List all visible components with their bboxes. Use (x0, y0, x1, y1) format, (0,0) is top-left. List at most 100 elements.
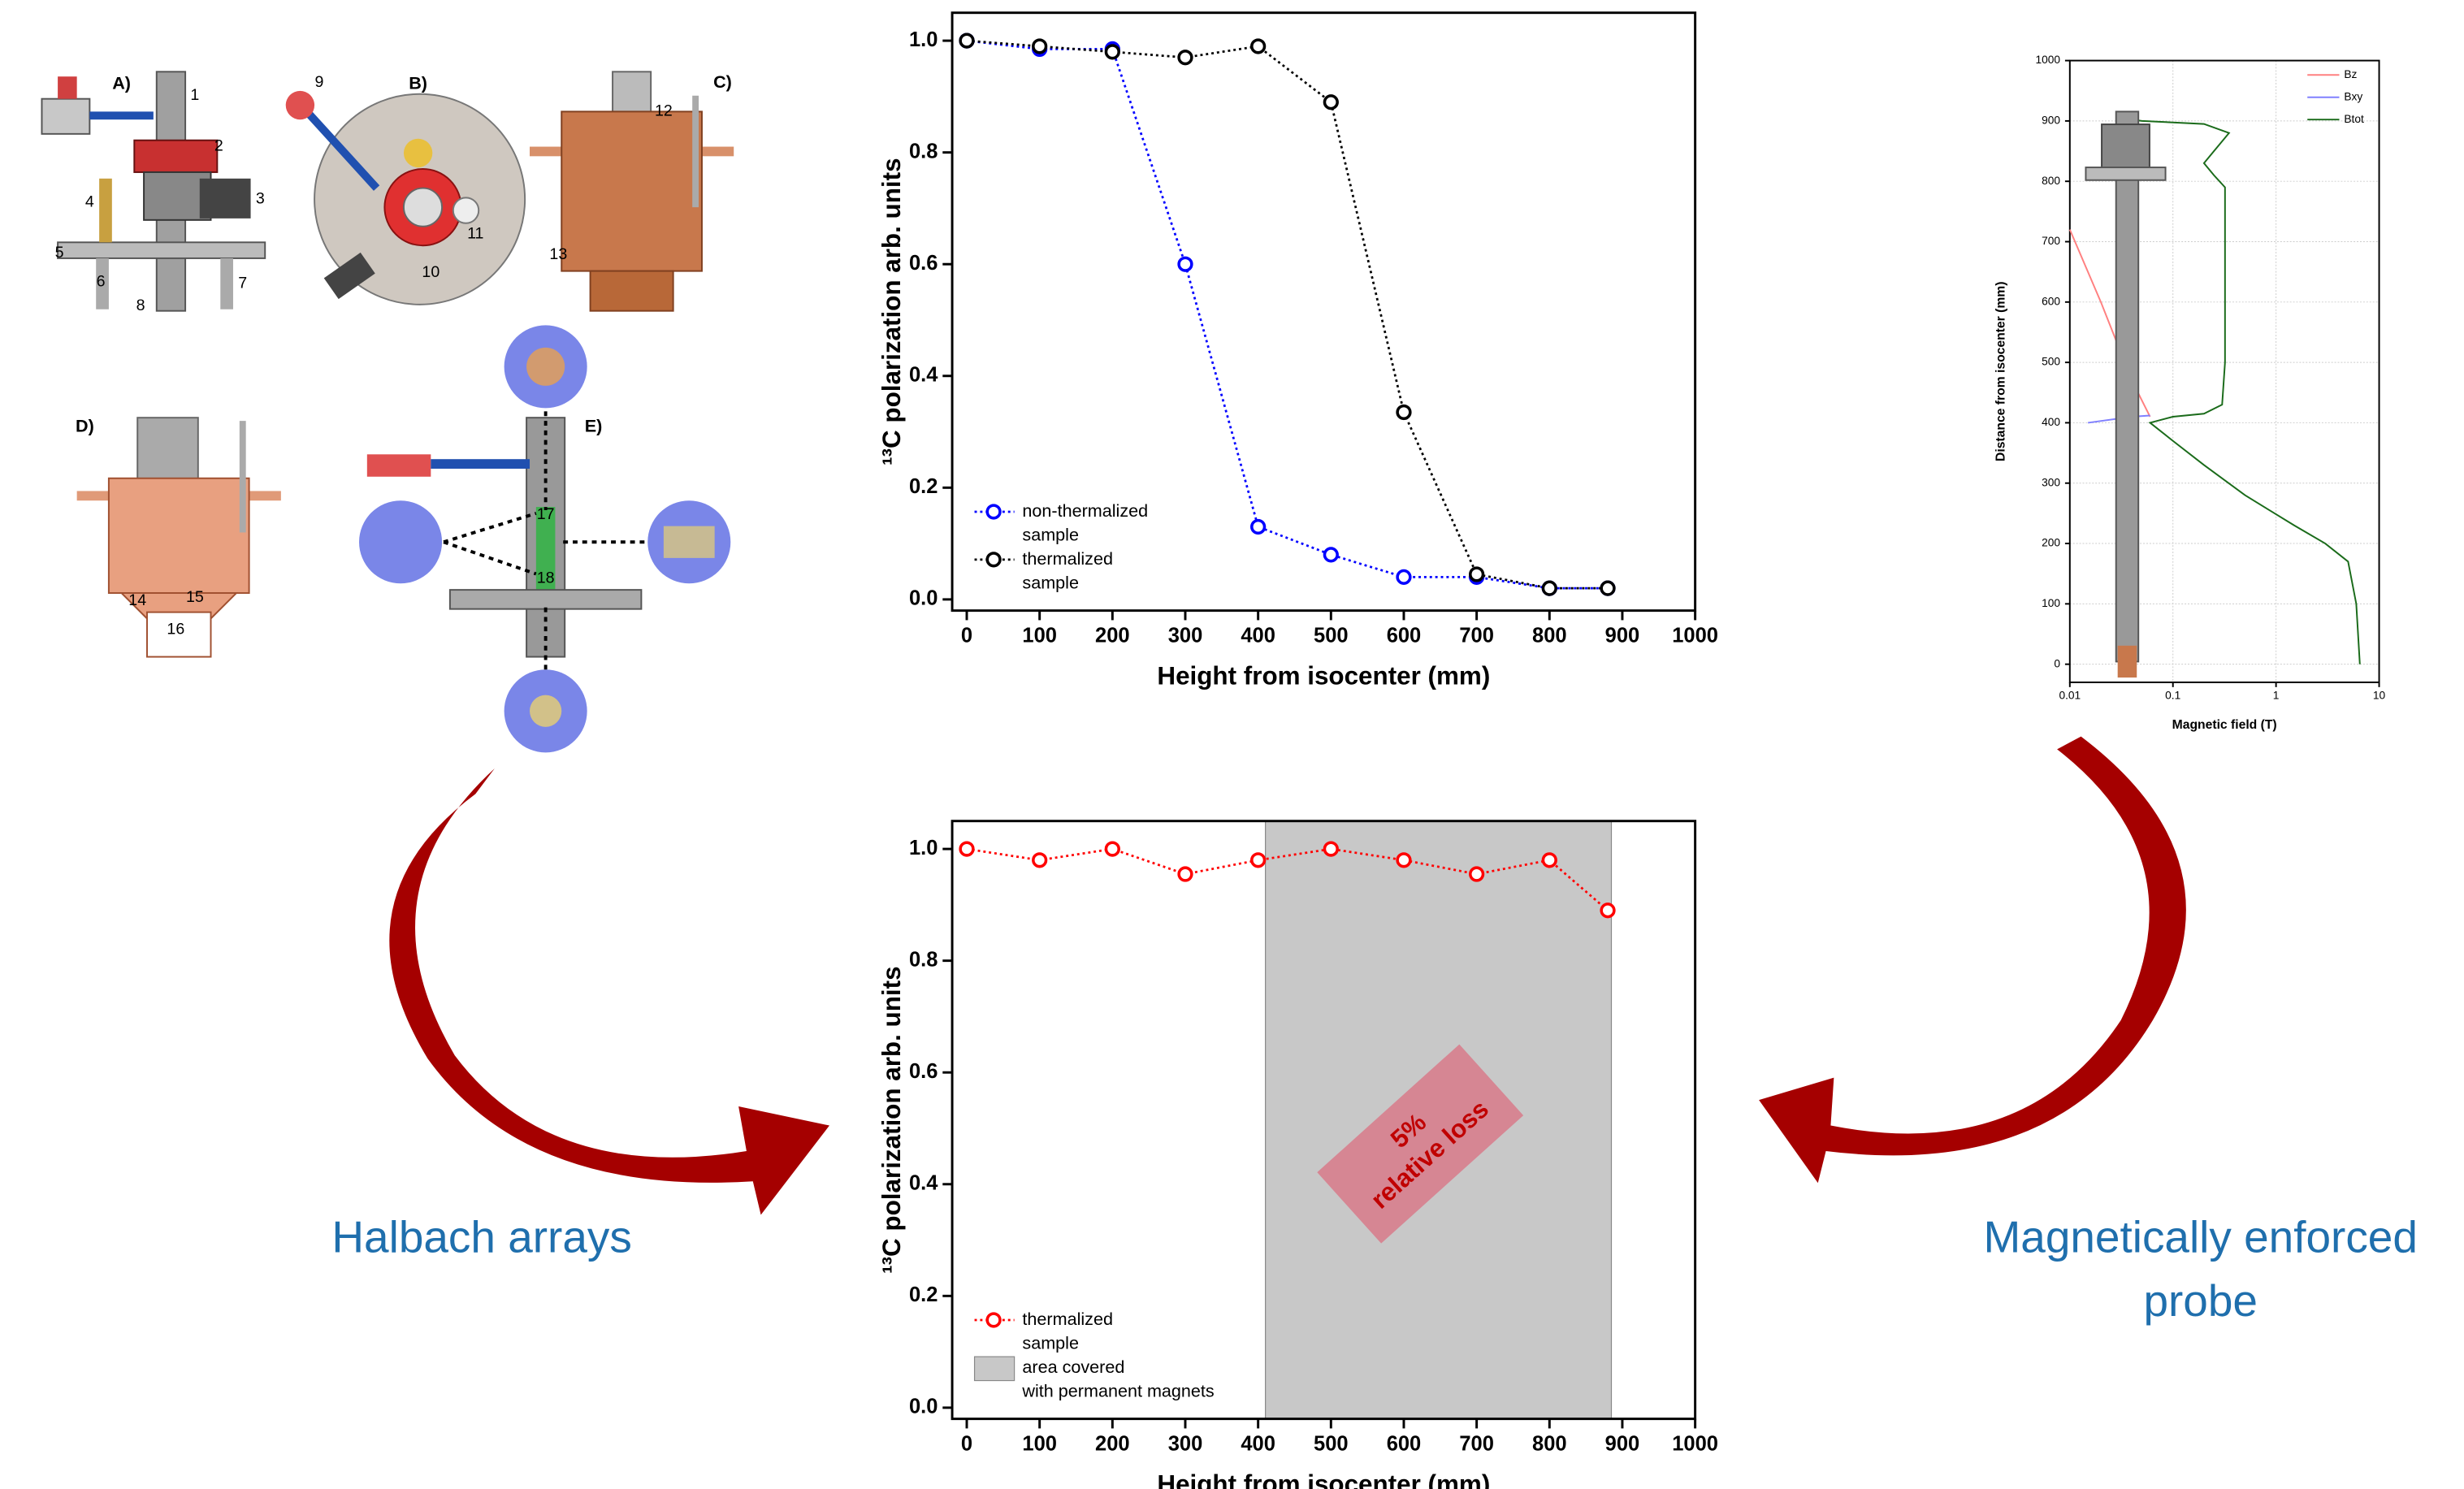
data-point (1543, 854, 1556, 867)
part-number: 4 (85, 193, 94, 210)
x-tick-label: 0.01 (2059, 689, 2081, 701)
legend-swatch (975, 1357, 1015, 1380)
part-number: 9 (315, 73, 324, 91)
panel-label: B) (409, 73, 427, 93)
y-tick-label: 0.6 (909, 1060, 938, 1083)
x-tick-label: 700 (1459, 625, 1494, 647)
y-tick-label: 0.2 (909, 475, 938, 498)
y-tick-label: 0.6 (909, 252, 938, 275)
x-tick-label: 0 (961, 625, 972, 647)
x-tick-label: 100 (1022, 625, 1057, 647)
panel-label: D) (76, 416, 94, 436)
y-tick-label: 600 (2042, 295, 2060, 307)
y-tick-label: 100 (2042, 597, 2060, 609)
x-tick-label: 400 (1241, 1433, 1275, 1456)
x-tick-label: 900 (1605, 625, 1640, 647)
part-number: 16 (167, 620, 184, 638)
data-point (1397, 854, 1410, 867)
y-tick-label: 0.4 (909, 364, 938, 387)
x-tick-label: 200 (1095, 625, 1130, 647)
part-number: 17 (537, 505, 555, 523)
x-axis-label: Height from isocenter (mm) (1157, 661, 1490, 690)
data-point (960, 842, 973, 855)
data-point (1601, 904, 1614, 917)
y-tick-label: 900 (2042, 115, 2060, 127)
part-number: 11 (467, 225, 483, 243)
y-tick-label: 0.4 (909, 1172, 938, 1195)
y-tick-label: 1.0 (909, 28, 938, 51)
y-tick-label: 400 (2042, 416, 2060, 428)
caption-left: Halbach arrays (331, 1211, 631, 1262)
data-point (1179, 51, 1192, 64)
y-tick-label: 800 (2042, 175, 2060, 187)
legend-marker (987, 1314, 1000, 1327)
x-tick-label: 500 (1314, 1433, 1349, 1456)
x-tick-label: 10 (2373, 689, 2386, 701)
legend-marker (987, 505, 1000, 518)
x-tick-label: 1000 (1672, 625, 1718, 647)
y-tick-label: 0.0 (909, 1396, 938, 1418)
x-tick-label: 500 (1314, 625, 1349, 647)
x-axis-label: Height from isocenter (mm) (1157, 1470, 1490, 1489)
data-point (1106, 45, 1119, 58)
part-number: 18 (537, 569, 555, 587)
x-tick-label: 1 (2273, 689, 2280, 701)
data-point (960, 34, 973, 47)
panel-label: A) (112, 73, 131, 93)
x-tick-label: 900 (1605, 1433, 1640, 1456)
part-number: 1 (190, 86, 199, 104)
part-number: 6 (97, 273, 106, 291)
part-number: 14 (128, 591, 146, 609)
diagram-c (530, 71, 734, 310)
data-point (1324, 548, 1337, 561)
part-number: 3 (256, 190, 265, 208)
data-point (1543, 582, 1556, 595)
part-number: 12 (655, 102, 673, 120)
data-point (1397, 406, 1410, 419)
y-tick-label: 700 (2042, 235, 2060, 247)
data-point (1106, 842, 1119, 855)
x-tick-label: 800 (1532, 1433, 1567, 1456)
data-point (1252, 854, 1265, 867)
y-axis-label: ¹³C polarization arb. units (877, 966, 906, 1273)
x-tick-label: 800 (1532, 625, 1567, 647)
y-tick-label: 1000 (2036, 54, 2061, 66)
x-axis-label: Magnetic field (T) (2172, 718, 2277, 732)
data-point (1470, 568, 1483, 581)
caption-right: Magnetically enforced (1984, 1211, 2418, 1262)
data-point (1179, 868, 1192, 881)
data-point (1324, 96, 1337, 109)
x-tick-label: 300 (1168, 1433, 1203, 1456)
data-point (1033, 40, 1046, 53)
diagram-e (359, 325, 730, 752)
diagram-a (41, 71, 265, 310)
part-number: 13 (549, 245, 567, 263)
x-tick-label: 200 (1095, 1433, 1130, 1456)
x-tick-label: 300 (1168, 625, 1203, 647)
x-tick-label: 100 (1022, 1433, 1057, 1456)
x-tick-label: 0 (961, 1433, 972, 1456)
part-number: 15 (186, 588, 204, 606)
caption-right: probe (2143, 1275, 2258, 1326)
y-tick-label: 0.2 (909, 1283, 938, 1306)
data-point (1397, 571, 1410, 584)
data-point (1601, 582, 1614, 595)
diagram-b (286, 91, 525, 305)
data-point (1033, 854, 1046, 867)
y-axis-label: Distance from isocenter (mm) (1994, 282, 2008, 461)
y-tick-label: 0.8 (909, 140, 938, 162)
x-tick-label: 1000 (1672, 1433, 1718, 1456)
x-tick-label: 600 (1387, 1433, 1422, 1456)
x-tick-label: 700 (1459, 1433, 1494, 1456)
figure: Halbach arrays Magnetically enforced pro… (0, 0, 2464, 1489)
legend-label: Bxy (2344, 90, 2362, 102)
data-point (1470, 868, 1483, 881)
legend-label: Bz (2344, 68, 2357, 80)
legend-label: Btot (2344, 113, 2364, 125)
legend-marker (987, 553, 1000, 566)
data-point (1324, 842, 1337, 855)
y-tick-label: 0 (2054, 657, 2060, 669)
data-point (1252, 40, 1265, 53)
x-tick-label: 400 (1241, 625, 1275, 647)
